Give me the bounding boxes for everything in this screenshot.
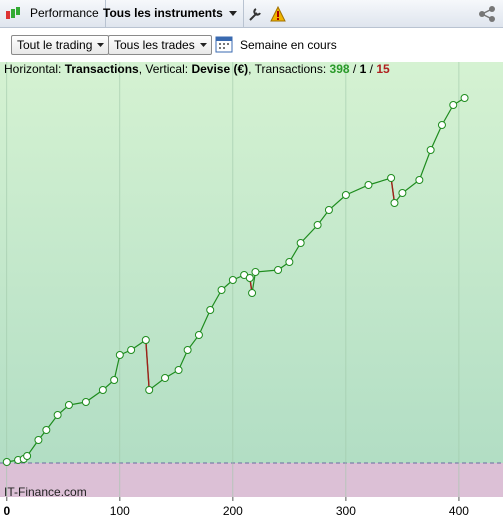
trade-point [2,458,11,466]
trade-point [437,121,446,129]
trade-point [127,346,136,354]
wins: 398 [329,62,350,76]
chart: 0 100 200 300 400 IT-Finance.com [0,62,503,517]
h-label: Horizontal: [4,62,62,76]
caret [97,43,105,47]
caret [228,11,237,16]
trade-point [110,376,119,384]
trade-point [364,181,373,189]
share-icon[interactable] [478,5,496,23]
negative-zone [0,463,503,497]
trade-point [449,101,458,109]
trade-point [141,336,150,344]
separator: / [352,62,357,76]
separator: / [369,62,373,76]
trading-label: Tout le trading [17,38,93,52]
loss-segment [145,339,150,391]
trade-point [34,436,43,444]
trade-point [296,239,305,247]
trading-dropdown[interactable]: Tout le trading [11,35,110,55]
period-label[interactable]: Semaine en cours [240,38,337,52]
trade-point [23,452,32,460]
trade-point [248,289,257,297]
x-axis-band [0,497,503,517]
v-label: , Vertical: [138,62,189,76]
wrench-icon[interactable] [247,6,263,22]
trade-point [285,258,294,266]
trades-dropdown[interactable]: Tous les trades [108,35,212,55]
trade-point [53,411,62,419]
watermark: IT-Finance.com [4,485,87,499]
toolbar: Performance Tous les instruments [0,0,503,28]
trade-point [64,401,73,409]
x-tick-label: 100 [110,504,130,517]
trade-point [460,94,469,102]
trade-point [387,174,396,182]
trade-point [426,146,435,154]
caret [199,43,207,47]
chart-icon [6,7,20,19]
trade-point [228,276,237,284]
h-value: Transactions [64,62,139,76]
trade-point [81,398,90,406]
x-tick-label: 200 [223,504,243,517]
trade-point [251,268,260,276]
calendar-icon[interactable] [215,34,235,54]
trade-point [217,286,226,294]
losses: 15 [376,62,390,76]
trade-point [274,266,283,274]
trade-point [415,176,424,184]
trade-point [390,199,399,207]
trade-point [42,426,51,434]
trade-point [324,206,333,214]
trade-point [194,331,203,339]
trades-label: Tous les trades [114,38,195,52]
count-label: , Transactions: [248,62,327,76]
trade-point [161,374,170,382]
info-line: Horizontal: Transactions, Vertical: Devi… [4,62,390,76]
trade-point [145,386,154,394]
trade-point [174,366,183,374]
x-tick-label: 300 [336,504,356,517]
trade-point [313,221,322,229]
performance-tab[interactable]: Performance [24,0,106,27]
trade-point [98,386,107,394]
trade-point [183,346,192,354]
trade-point [206,306,215,314]
trade-point [245,274,254,282]
warning-icon[interactable] [270,6,286,22]
trade-point [341,191,350,199]
x-tick-label: 400 [449,504,469,517]
trade-point [115,351,124,359]
trade-point [398,189,407,197]
v-value: Devise (€) [191,62,249,76]
instruments-tab[interactable]: Tous les instruments [97,0,244,27]
instruments-label: Tous les instruments [103,6,223,20]
loss-segment [390,177,396,204]
x-tick-label: 0 [3,504,10,517]
breakeven: 1 [359,62,367,76]
